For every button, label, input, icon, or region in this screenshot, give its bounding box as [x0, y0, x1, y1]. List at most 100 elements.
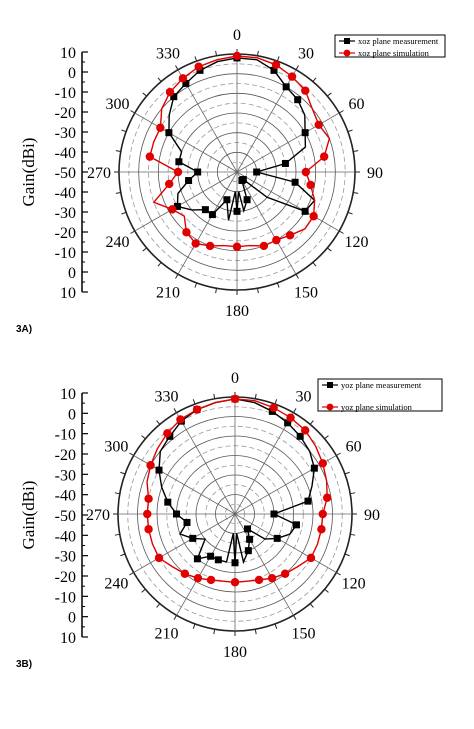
data-point	[301, 86, 310, 95]
polar-grid	[114, 49, 360, 295]
legend-marker	[344, 38, 350, 44]
angle-tick	[312, 77, 317, 82]
angle-tick-label: 270	[86, 507, 110, 524]
radial-tick-label: -10	[55, 85, 76, 102]
angle-tick-label: 300	[105, 96, 129, 113]
data-point	[243, 196, 251, 204]
radial-tick-label: -20	[55, 569, 76, 586]
data-point	[175, 158, 183, 166]
legend-marker	[327, 382, 333, 388]
angle-tick	[213, 629, 216, 635]
angle-tick	[347, 211, 353, 215]
angle-tick	[157, 262, 162, 267]
data-point	[296, 432, 304, 440]
angle-tick	[130, 110, 136, 114]
data-point	[180, 569, 190, 578]
angle-tick	[350, 533, 356, 536]
data-point	[291, 178, 299, 186]
data-point	[306, 553, 316, 563]
data-point	[173, 167, 183, 177]
data-point	[183, 518, 191, 526]
data-point	[155, 466, 163, 474]
polar-spoke	[134, 171, 238, 232]
polar-chart-3a: 0 30 60 90 120 150 180 210 240 270 300 330 10 0 -10 -20…	[16, 27, 446, 335]
angle-tick	[173, 615, 177, 620]
data-point	[146, 461, 155, 470]
data-point	[294, 96, 302, 104]
data-point	[144, 494, 153, 503]
angle-tick	[142, 92, 147, 97]
panel-label: 3A)	[16, 324, 32, 335]
angle-tick	[157, 77, 162, 82]
radial-tick-label: -20	[55, 225, 76, 242]
polar-grid	[113, 392, 357, 636]
data-point	[319, 152, 329, 161]
radial-tick-label: -50	[55, 508, 76, 525]
data-point	[163, 429, 172, 438]
angle-tick	[256, 50, 259, 56]
angle-tick	[115, 150, 121, 153]
data-point	[314, 120, 323, 129]
polar-spoke	[236, 171, 340, 232]
legend-box	[317, 378, 443, 412]
angle-tick	[120, 553, 126, 557]
polar-chart-3b: 0 30 60 90 120 150 180 210 240 270 300 330 10 0 -10 -20…	[16, 370, 443, 670]
data-point	[206, 575, 216, 585]
polar-spoke	[176, 513, 236, 616]
data-point	[301, 207, 309, 215]
angle-tick-label: 30	[296, 388, 312, 405]
angle-tick-label: 150	[294, 285, 318, 302]
legend-label: yoz plane measurement	[341, 380, 422, 390]
data-point	[306, 180, 315, 190]
angle-tick-label: 0	[231, 370, 239, 387]
data-point	[233, 207, 241, 215]
legend-label: xoz plane simulation	[358, 48, 430, 58]
data-point	[194, 168, 202, 176]
y-axis-label: Gain(dBi)	[19, 481, 38, 550]
radial-tick-label: -30	[55, 125, 76, 142]
data-point	[182, 228, 191, 237]
angle-tick	[129, 572, 134, 576]
angle-tick	[254, 393, 257, 399]
radial-axis: 10 0 -10 -20 -30 -40 -50 -40 -30 -20 -10 0 10 Gain(dB…	[19, 45, 88, 302]
data-point	[286, 413, 295, 422]
legend-marker	[326, 403, 334, 411]
panel-label: 3B)	[16, 659, 32, 670]
angle-tick-label: 240	[105, 234, 129, 251]
angle-tick	[347, 129, 353, 133]
series-xoz-plane-simulation	[145, 51, 331, 251]
angle-tick	[295, 65, 299, 71]
radial-axis: 10 0 -10 -20 -30 -40 -50 -40 -30 -20 -10 0 10 Gain(dB…	[19, 386, 88, 647]
data-point	[300, 426, 310, 435]
angle-tick	[295, 273, 299, 279]
data-point	[165, 179, 174, 189]
angle-tick	[215, 50, 218, 56]
angle-tick	[192, 399, 196, 405]
data-point	[173, 510, 180, 518]
polar-spoke	[234, 513, 294, 616]
radial-tick-label: 10	[60, 630, 76, 647]
data-point	[173, 202, 181, 210]
angle-tick	[338, 230, 344, 234]
radial-tick-label: 10	[60, 45, 76, 62]
legend: xoz plane measurement xoz plane simulatio…	[334, 34, 446, 58]
data-point	[145, 152, 155, 161]
angle-tick	[324, 435, 329, 440]
data-point	[318, 459, 328, 468]
series-yoz-plane-simulation	[143, 394, 332, 587]
radial-tick-label: -30	[55, 205, 76, 222]
polar-spoke	[177, 171, 238, 275]
angle-tick	[336, 572, 341, 576]
data-point	[208, 211, 216, 219]
angle-tick-label: 180	[225, 303, 249, 320]
data-point	[270, 510, 278, 518]
angle-tick-label: 60	[349, 96, 365, 113]
data-point	[322, 493, 332, 502]
data-point	[205, 241, 215, 251]
angle-tick	[338, 110, 344, 114]
data-point	[310, 464, 318, 472]
angle-tick	[121, 129, 127, 133]
angle-tick	[353, 191, 359, 194]
data-point	[232, 51, 242, 61]
angle-tick-label: 90	[364, 507, 380, 524]
